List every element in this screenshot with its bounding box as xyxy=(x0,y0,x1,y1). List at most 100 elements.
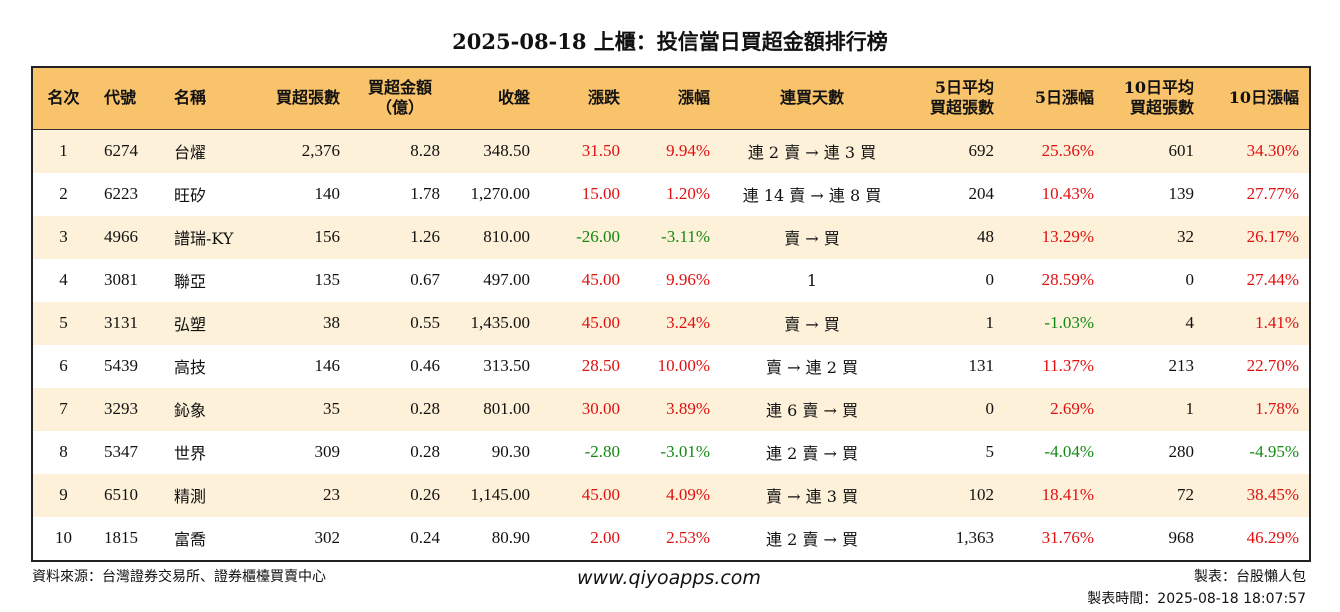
cell-net-amount: 1.78 xyxy=(410,184,440,203)
col-avg5-line1: 5日平均 xyxy=(934,78,994,98)
table-row: 6 5439 高技 146 0.46 313.50 28.50 10.00% 賣 → 連 2 買… xyxy=(32,344,1310,388)
cell-net-amount: 8.28 xyxy=(410,141,440,160)
cell-change: -2.80 xyxy=(584,442,620,461)
table-row: 10 1815 富喬 302 0.24 80.90 2.00 2.53% 連 2 賣 → 買 1,… xyxy=(32,516,1310,561)
cell-close: 1,145.00 xyxy=(470,485,531,504)
cell-close: 810.00 xyxy=(483,227,530,246)
cell-name: 譜瑞-KY xyxy=(174,229,234,248)
col-close: 收盤 xyxy=(450,67,540,130)
cell-name: 台燿 xyxy=(174,143,207,162)
cell-change: 2.00 xyxy=(590,528,620,547)
cell-pct10: 46.29% xyxy=(1246,528,1299,547)
cell-net-amount: 0.28 xyxy=(410,399,440,418)
cell-close: 80.90 xyxy=(491,528,530,547)
cell-close: 801.00 xyxy=(483,399,530,418)
cell-pct10: 1.78% xyxy=(1255,399,1299,418)
cell-net-amount: 0.67 xyxy=(410,270,440,289)
cell-pct5: 25.36% xyxy=(1041,141,1094,160)
cell-pct5: -1.03% xyxy=(1044,313,1094,332)
cell-streak: 賣 → 連 2 買 xyxy=(766,358,858,377)
cell-net-shares: 156 xyxy=(314,227,341,246)
cell-net-amount: 1.26 xyxy=(410,227,440,246)
cell-rank: 3 xyxy=(59,227,68,246)
cell-name: 世界 xyxy=(174,444,207,463)
cell-net-shares: 146 xyxy=(314,356,341,375)
col-rank: 名次 xyxy=(32,67,94,130)
table-header-row: 名次 代號 名稱 買超張數 買超金額 （億） 收盤 漲跌 漲幅 連買天數 5日平均… xyxy=(32,67,1310,130)
cell-pct10: 1.41% xyxy=(1255,313,1299,332)
table-row: 5 3131 弘塑 38 0.55 1,435.00 45.00 3.24% 賣 → 買 1 -1.… xyxy=(32,301,1310,345)
col-change-pct: 漲幅 xyxy=(630,67,720,130)
cell-pct5: 13.29% xyxy=(1041,227,1094,246)
col-change: 漲跌 xyxy=(540,67,630,130)
cell-pct5: 31.76% xyxy=(1041,528,1094,547)
cell-net-amount: 0.28 xyxy=(410,442,440,461)
cell-pct5: 10.43% xyxy=(1041,184,1094,203)
website-link[interactable]: www.qiyoapps.com xyxy=(577,567,761,589)
col-pct10: 10日漲幅 xyxy=(1204,67,1310,130)
cell-pct5: -4.04% xyxy=(1044,442,1094,461)
cell-streak: 連 14 賣 → 連 8 買 xyxy=(742,186,882,205)
cell-close: 1,270.00 xyxy=(470,184,531,203)
cell-streak: 連 6 賣 → 買 xyxy=(766,401,858,420)
cell-rank: 9 xyxy=(59,485,68,504)
cell-avg10: 139 xyxy=(1168,184,1195,203)
cell-name: 高技 xyxy=(174,358,207,377)
cell-code: 5439 xyxy=(104,356,138,375)
cell-avg5: 5 xyxy=(985,442,995,461)
col-code: 代號 xyxy=(94,67,164,130)
cell-net-shares: 35 xyxy=(323,399,340,418)
cell-rank: 10 xyxy=(55,528,72,547)
cell-avg10: 968 xyxy=(1168,528,1195,547)
table-row: 9 6510 精測 23 0.26 1,145.00 45.00 4.09% 賣 → 連 3 買… xyxy=(32,473,1310,517)
cell-avg10: 32 xyxy=(1177,227,1194,246)
cell-close: 1,435.00 xyxy=(470,313,531,332)
cell-pct10: 38.45% xyxy=(1246,485,1299,504)
cell-rank: 5 xyxy=(59,313,68,332)
cell-code: 3131 xyxy=(104,313,138,332)
cell-name: 鈊象 xyxy=(174,401,207,420)
cell-name: 精測 xyxy=(174,487,207,506)
cell-net-shares: 135 xyxy=(314,270,341,289)
table-row: 8 5347 世界 309 0.28 90.30 -2.80 -3.01% 連 2 賣 → 買 5… xyxy=(32,430,1310,474)
cell-net-amount: 0.46 xyxy=(410,356,440,375)
cell-rank: 2 xyxy=(59,184,68,203)
cell-avg10: 601 xyxy=(1168,141,1195,160)
cell-code: 3081 xyxy=(104,270,138,289)
cell-change-pct: 2.53% xyxy=(666,528,710,547)
cell-streak: 賣 → 連 3 買 xyxy=(766,487,858,506)
cell-change: 45.00 xyxy=(581,485,620,504)
table-row: 2 6223 旺矽 140 1.78 1,270.00 15.00 1.20% 連 14 賣 →… xyxy=(32,172,1310,216)
cell-change-pct: 4.09% xyxy=(666,485,710,504)
page-title: 2025-08-18 上櫃：投信當日買超金額排行榜 xyxy=(452,29,888,54)
cell-name: 聯亞 xyxy=(174,272,207,291)
made-time-label: 製表時間： xyxy=(1087,591,1158,607)
cell-streak: 連 2 賣 → 買 xyxy=(766,530,858,549)
cell-avg5: 692 xyxy=(968,141,995,160)
cell-net-shares: 38 xyxy=(323,313,340,332)
cell-net-shares: 2,376 xyxy=(301,141,340,160)
table-row: 1 6274 台燿 2,376 8.28 348.50 31.50 9.94% 連 2 賣 → … xyxy=(32,129,1310,173)
col-streak: 連買天數 xyxy=(720,67,904,130)
cell-close: 497.00 xyxy=(483,270,530,289)
cell-code: 4966 xyxy=(104,227,138,246)
made-time-value: 2025-08-18 18:07:57 xyxy=(1157,591,1306,607)
cell-name: 旺矽 xyxy=(174,186,207,205)
cell-close: 313.50 xyxy=(483,356,530,375)
table-row: 3 4966 譜瑞-KY 156 1.26 810.00 -26.00 -3.11% 賣 → 買… xyxy=(32,215,1310,259)
cell-change: -26.00 xyxy=(576,227,620,246)
cell-pct10: -4.95% xyxy=(1249,442,1299,461)
cell-change: 45.00 xyxy=(581,270,620,289)
cell-change-pct: 10.00% xyxy=(657,356,710,375)
cell-net-shares: 140 xyxy=(314,184,341,203)
col-net-amount-line2: （億） xyxy=(375,98,424,118)
cell-net-amount: 0.24 xyxy=(410,528,440,547)
cell-code: 1815 xyxy=(104,528,138,547)
table-row: 7 3293 鈊象 35 0.28 801.00 30.00 3.89% 連 6 賣 → 買 0 2… xyxy=(32,387,1310,431)
cell-rank: 1 xyxy=(59,141,68,160)
cell-streak: 連 2 賣 → 連 3 買 xyxy=(747,143,877,162)
cell-net-shares: 302 xyxy=(314,528,341,547)
cell-change-pct: 3.24% xyxy=(666,313,710,332)
col-net-amount-line1: 買超金額 xyxy=(367,78,432,98)
cell-avg10: 0 xyxy=(1185,270,1195,289)
